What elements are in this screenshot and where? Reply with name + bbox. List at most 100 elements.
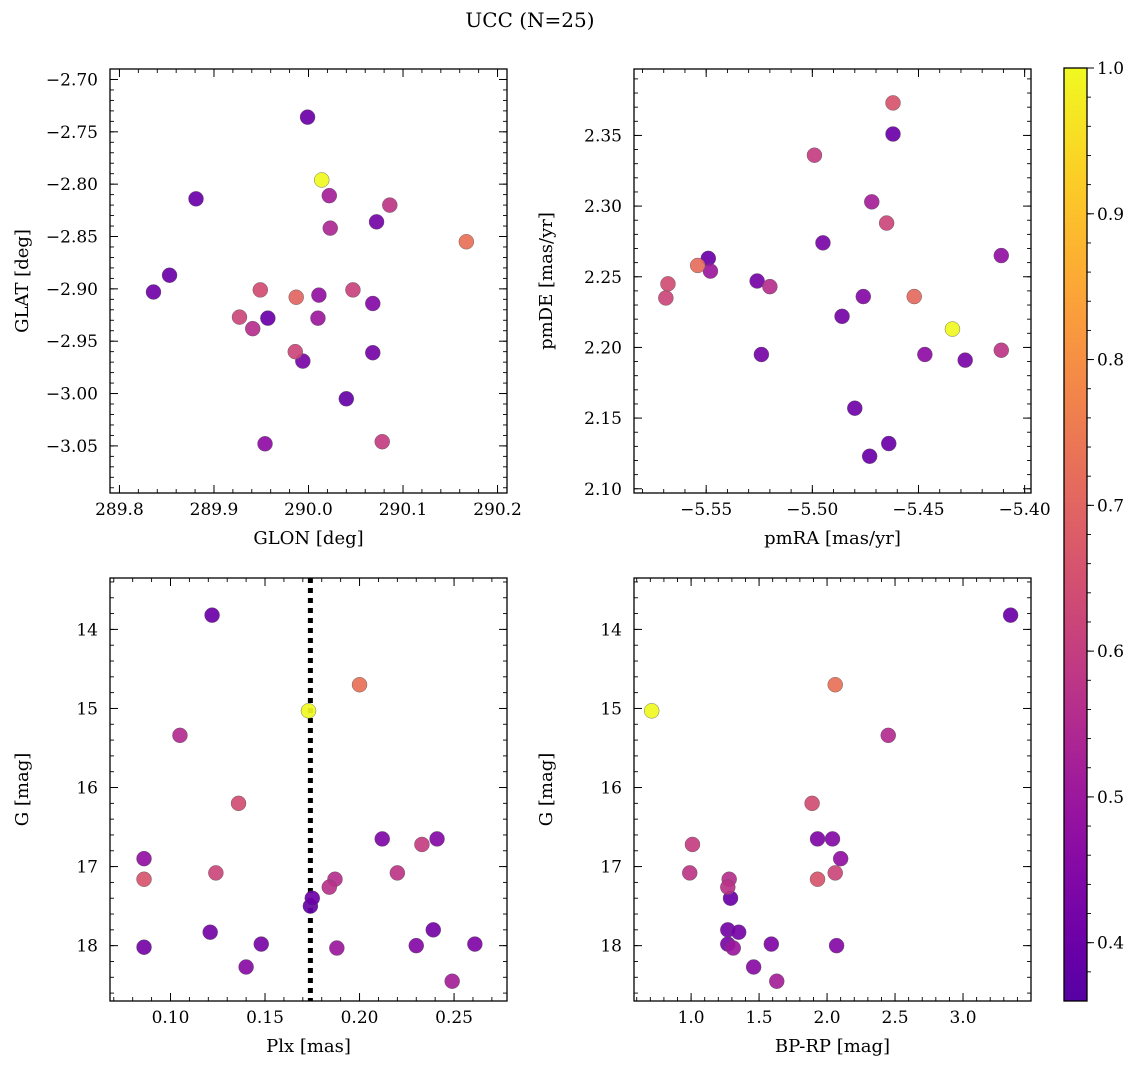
data-point (753, 346, 770, 363)
x-tick-label: 3.0 (949, 1008, 976, 1028)
data-point (745, 959, 762, 975)
panel-plx-g: 0.10 0.15 0.20 0.25 14 15 16 17 18 Plx [mas] G [ma… (12, 577, 508, 1057)
data-point (145, 284, 162, 300)
data-point (730, 924, 747, 940)
data-point (682, 865, 698, 881)
plot-frame (633, 68, 1032, 494)
x-tick-label: 290.2 (473, 500, 522, 520)
data-point (809, 831, 826, 847)
data-point (304, 890, 320, 906)
data-point (957, 352, 973, 368)
data-point (763, 936, 780, 952)
x-tick-label: 1.0 (678, 1008, 705, 1028)
y-tick-label: 18 (600, 937, 622, 957)
data-point (188, 191, 204, 207)
data-point (643, 703, 660, 719)
data-point (864, 194, 880, 210)
data-point (382, 197, 398, 213)
data-point (288, 289, 304, 305)
y-tick-label: −2.95 (46, 332, 98, 352)
x-tick-label: 290.1 (379, 500, 428, 520)
data-point (444, 973, 460, 989)
data-point (834, 308, 850, 325)
data-point (202, 924, 218, 940)
data-point (885, 126, 901, 142)
y-tick-label: 15 (76, 699, 98, 719)
data-point (204, 607, 220, 623)
data-point (321, 187, 337, 204)
data-point (467, 936, 483, 952)
data-point (136, 871, 152, 887)
data-point (828, 937, 845, 954)
data-point (311, 287, 327, 303)
colorbar-tick-label: 0.9 (1097, 205, 1124, 225)
y-axis-label: G [mag] (12, 753, 33, 826)
y-tick-label: 2.25 (584, 268, 622, 288)
y-tick-label: 18 (76, 937, 98, 957)
y-tick-label: 2.20 (584, 338, 622, 358)
data-point (880, 727, 896, 744)
y-tick-label: 2.30 (584, 197, 622, 217)
colorbar-tick-label: 0.8 (1097, 351, 1124, 371)
x-axis-label: pmRA [mas/yr] (764, 528, 901, 549)
y-tick-label: 14 (76, 620, 98, 640)
data-point (389, 865, 406, 881)
x-tick-label: 289.9 (190, 500, 239, 520)
y-tick-label: 2.10 (584, 480, 622, 500)
y-tick-label: 16 (76, 779, 98, 799)
x-tick-label: 0.25 (435, 1008, 473, 1028)
data-point (762, 278, 778, 295)
data-point (769, 973, 785, 989)
colorbar-tick-label: 0.5 (1097, 788, 1124, 808)
data-point (368, 214, 385, 230)
y-axis-label: pmDE [mas/yr] (536, 212, 557, 350)
data-point (906, 288, 922, 305)
y-tick-label: 17 (600, 858, 622, 878)
data-point (245, 320, 261, 337)
data-point (689, 257, 706, 274)
data-point (230, 795, 247, 812)
panel-bprp-g: 1.0 1.5 2.0 2.5 3.0 14 15 16 17 18 BP-RP [mag] G [m… (536, 577, 1032, 1057)
y-axis-label: G [mag] (536, 753, 557, 826)
data-point (253, 936, 269, 952)
data-point (815, 235, 831, 251)
y-tick-label: −2.85 (46, 228, 98, 248)
data-point (878, 215, 895, 231)
colorbar-tick-label: 1.0 (1097, 59, 1124, 79)
y-axis-label: GLAT [deg] (12, 229, 33, 333)
y-tick-label: 15 (600, 699, 622, 719)
data-point (365, 295, 381, 312)
data-point (725, 940, 741, 956)
data-point (329, 940, 345, 956)
x-tick-label: −5.50 (786, 500, 838, 520)
data-point (136, 850, 152, 867)
data-point (827, 865, 843, 881)
data-point (749, 273, 765, 289)
data-point (824, 831, 841, 847)
data-point (338, 391, 355, 407)
data-point (861, 448, 878, 464)
x-tick-label: 0.15 (246, 1008, 284, 1028)
data-point (804, 795, 820, 812)
plot-frame (633, 577, 1032, 1002)
data-point (345, 282, 361, 298)
data-point (287, 343, 303, 360)
y-tick-label: 17 (76, 858, 98, 878)
data-point (881, 435, 897, 452)
colorbar-tick-label: 0.7 (1097, 496, 1124, 516)
data-point (660, 276, 676, 292)
y-tick-label: −2.75 (46, 123, 98, 143)
data-point (300, 703, 317, 719)
x-tick-label: −5.45 (892, 500, 944, 520)
data-point (885, 95, 901, 111)
data-point (172, 727, 188, 744)
data-point (832, 850, 849, 867)
y-tick-label: 16 (600, 779, 622, 799)
data-point (208, 865, 224, 881)
data-point (351, 677, 368, 693)
data-point (374, 434, 390, 450)
data-point (993, 247, 1009, 264)
data-point (827, 677, 843, 693)
colorbar-tick-label: 0.4 (1097, 934, 1124, 954)
